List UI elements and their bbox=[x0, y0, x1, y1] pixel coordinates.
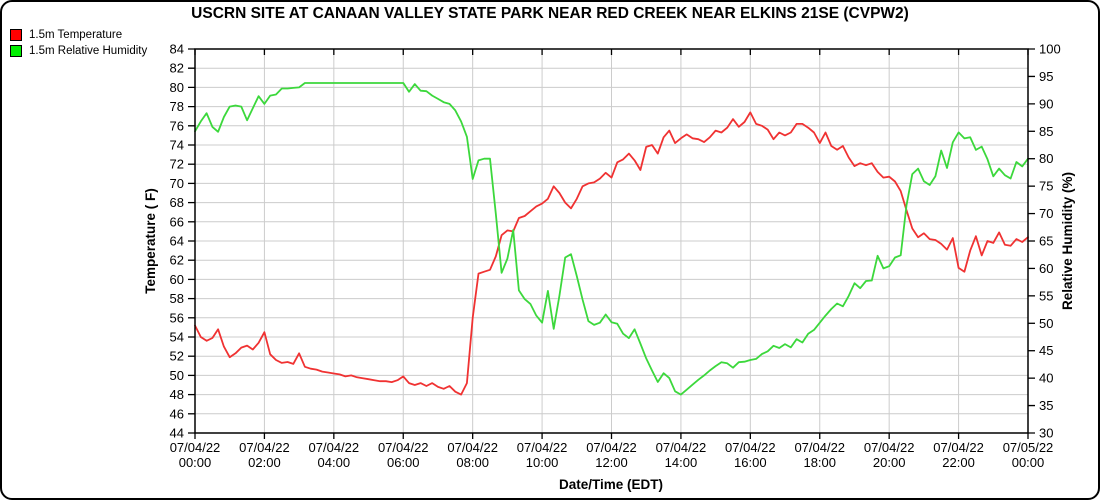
y-left-tick-label: 84 bbox=[170, 42, 184, 57]
y-left-tick-label: 80 bbox=[170, 80, 184, 95]
legend: 1.5m Temperature 1.5m Relative Humidity bbox=[10, 27, 147, 59]
x-tick-label: 07/04/22 02:00 bbox=[239, 440, 290, 470]
y-left-tick-label: 48 bbox=[170, 387, 184, 402]
x-tick-label: 07/04/22 04:00 bbox=[309, 440, 360, 470]
y-left-tick-label: 64 bbox=[170, 234, 184, 249]
y-left-tick-label: 66 bbox=[170, 214, 184, 229]
temperature-swatch-icon bbox=[10, 29, 22, 41]
y-left-tick-label: 52 bbox=[170, 349, 184, 364]
humidity-swatch-icon bbox=[10, 45, 22, 57]
data-series bbox=[194, 82, 1029, 396]
x-tick-label: 07/04/22 16:00 bbox=[725, 440, 776, 470]
y-right-tick-label: 45 bbox=[1039, 343, 1053, 358]
y-left-tick-label: 72 bbox=[170, 157, 184, 172]
x-tick-label: 07/04/22 10:00 bbox=[517, 440, 568, 470]
y-axis-title-right: Relative Humidity (%) bbox=[1060, 172, 1075, 310]
y-right-tick-label: 90 bbox=[1039, 96, 1053, 111]
y-left-tick-label: 62 bbox=[170, 253, 184, 268]
y-right-tick-label: 40 bbox=[1039, 371, 1053, 386]
y-left-tick-label: 82 bbox=[170, 61, 184, 76]
y-left-tick-label: 76 bbox=[170, 118, 184, 133]
y-axis-title-left: Temperature ( F) bbox=[143, 188, 158, 294]
chart-title: USCRN SITE AT CANAAN VALLEY STATE PARK N… bbox=[191, 5, 909, 22]
legend-label-humidity: 1.5m Relative Humidity bbox=[29, 45, 148, 57]
y-left-tick-label: 70 bbox=[170, 176, 184, 191]
y-left-tick-label: 54 bbox=[170, 330, 184, 345]
y-left-tick-label: 46 bbox=[170, 406, 184, 421]
y-left-tick-label: 60 bbox=[170, 272, 184, 287]
legend-item-temperature: 1.5m Temperature bbox=[10, 27, 147, 43]
y-right-tick-label: 70 bbox=[1039, 206, 1053, 221]
series-temperature bbox=[194, 111, 1029, 396]
x-tick-label: 07/05/22 00:00 bbox=[1003, 440, 1054, 470]
y-right-tick-label: 85 bbox=[1039, 124, 1053, 139]
y-right-tick-label: 100 bbox=[1039, 42, 1061, 57]
y-right-tick-label: 30 bbox=[1039, 426, 1053, 441]
y-right-tick-label: 95 bbox=[1039, 69, 1053, 84]
y-right-tick-label: 35 bbox=[1039, 398, 1053, 413]
legend-item-humidity: 1.5m Relative Humidity bbox=[10, 43, 147, 59]
axes bbox=[188, 48, 1035, 439]
y-right-tick-label: 55 bbox=[1039, 288, 1053, 303]
x-tick-label: 07/04/22 18:00 bbox=[794, 440, 845, 470]
x-tick-label: 07/04/22 20:00 bbox=[864, 440, 915, 470]
y-left-tick-label: 78 bbox=[170, 99, 184, 114]
y-left-tick-label: 50 bbox=[170, 368, 184, 383]
x-axis-title: Date/Time (EDT) bbox=[559, 477, 663, 492]
y-left-tick-label: 56 bbox=[170, 310, 184, 325]
x-tick-label: 07/04/22 22:00 bbox=[933, 440, 984, 470]
y-right-tick-label: 50 bbox=[1039, 316, 1053, 331]
x-tick-label: 07/04/22 00:00 bbox=[170, 440, 221, 470]
x-tick-label: 07/04/22 08:00 bbox=[447, 440, 498, 470]
y-left-tick-label: 58 bbox=[170, 291, 184, 306]
tick-labels: 44 46 48 50 52 54 56 58 60 62 64 66 68 70 72 74 76 78 80 82… bbox=[170, 42, 1061, 471]
y-left-tick-label: 44 bbox=[170, 426, 184, 441]
y-right-tick-label: 65 bbox=[1039, 234, 1053, 249]
y-right-tick-label: 75 bbox=[1039, 179, 1053, 194]
x-tick-label: 07/04/22 06:00 bbox=[378, 440, 429, 470]
x-tick-label: 07/04/22 12:00 bbox=[586, 440, 637, 470]
y-right-tick-label: 60 bbox=[1039, 261, 1053, 276]
gridlines bbox=[195, 49, 1028, 433]
legend-label-temperature: 1.5m Temperature bbox=[29, 29, 123, 41]
series-humidity bbox=[194, 82, 1029, 396]
x-tick-label: 07/04/22 14:00 bbox=[656, 440, 707, 470]
y-left-tick-label: 74 bbox=[170, 138, 184, 153]
y-right-tick-label: 80 bbox=[1039, 151, 1053, 166]
y-left-tick-label: 68 bbox=[170, 195, 184, 210]
